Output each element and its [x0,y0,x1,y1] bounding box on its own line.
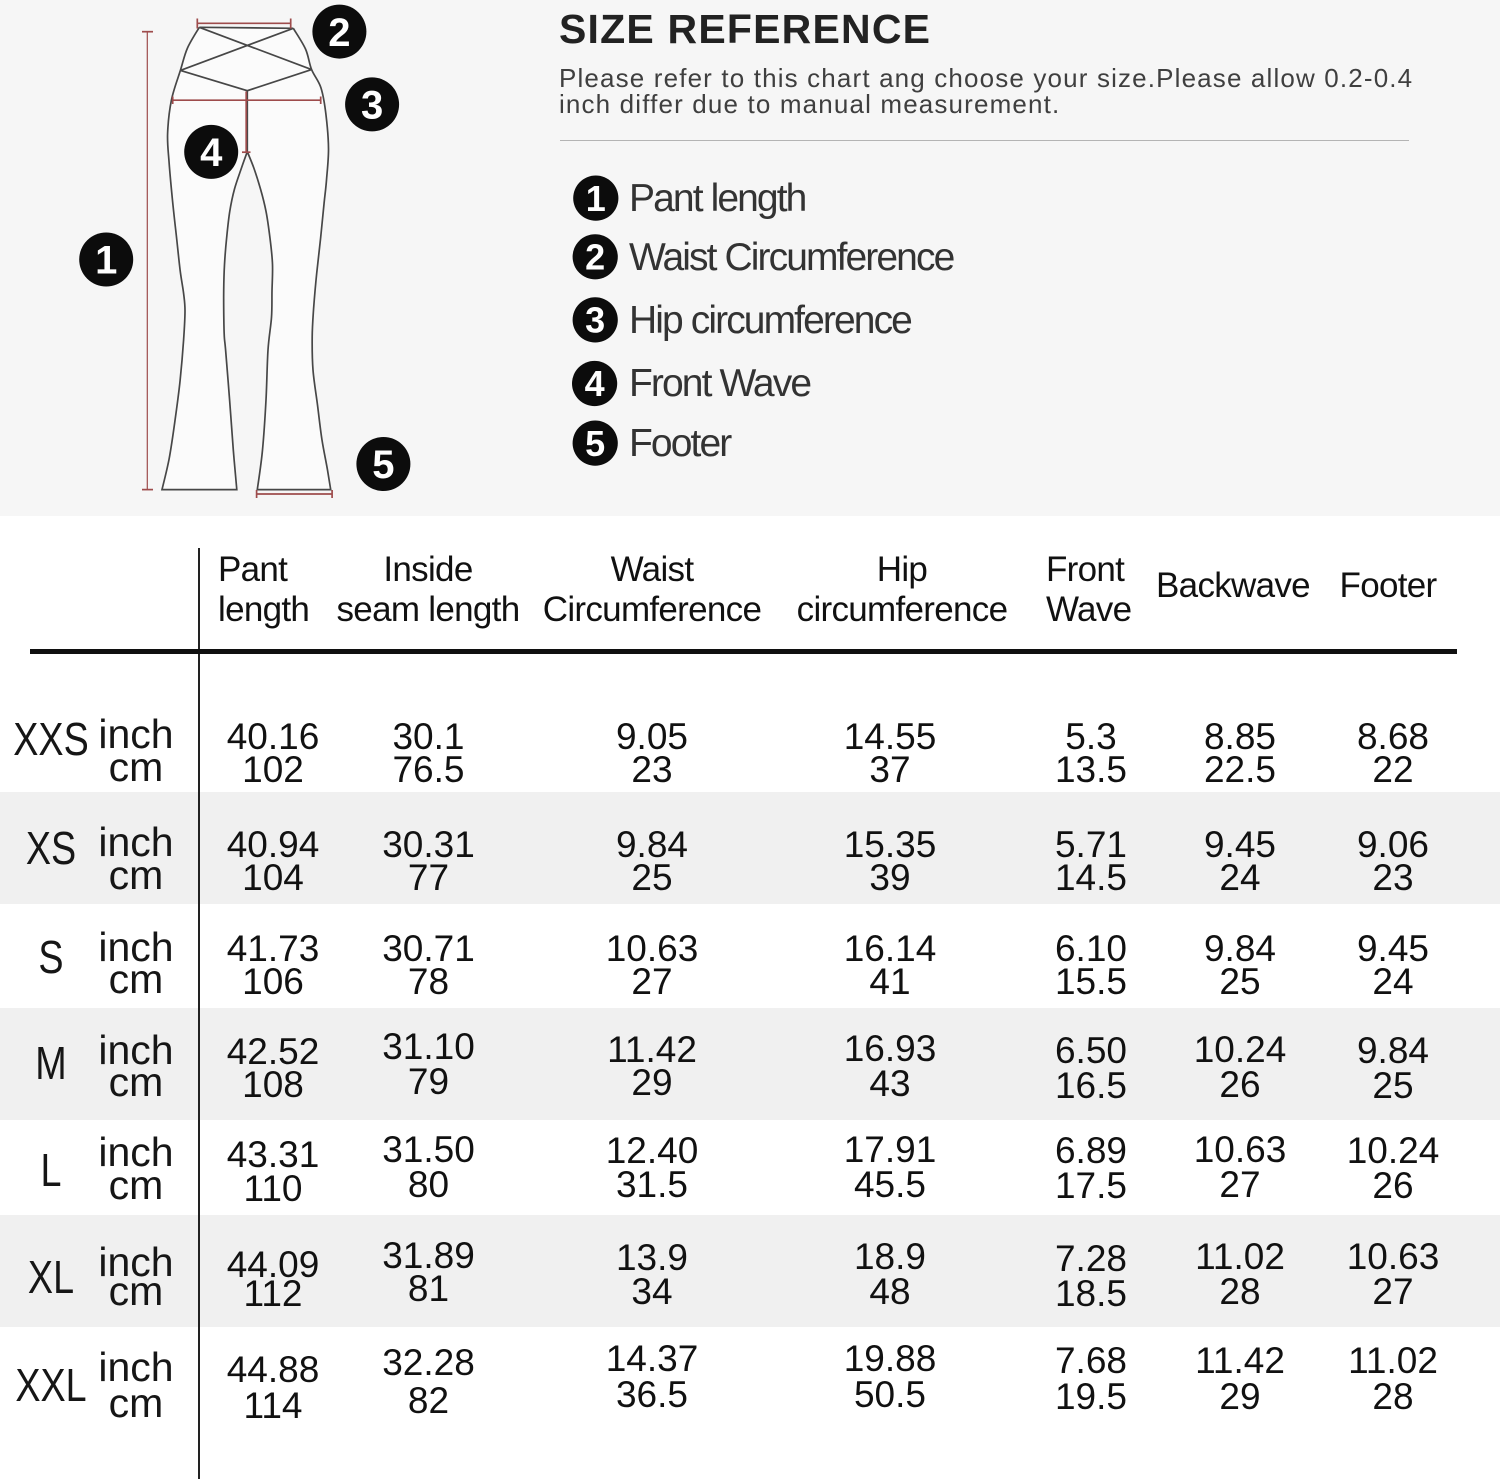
svg-text:1: 1 [586,178,606,219]
svg-text:4: 4 [585,363,605,404]
svg-text:2: 2 [585,237,605,278]
svg-text:3: 3 [585,300,605,341]
svg-text:2: 2 [328,11,350,55]
svg-text:5: 5 [585,423,605,464]
svg-text:5: 5 [372,443,394,487]
svg-text:3: 3 [361,84,383,128]
svg-text:4: 4 [200,131,223,175]
svg-text:1: 1 [95,239,117,283]
